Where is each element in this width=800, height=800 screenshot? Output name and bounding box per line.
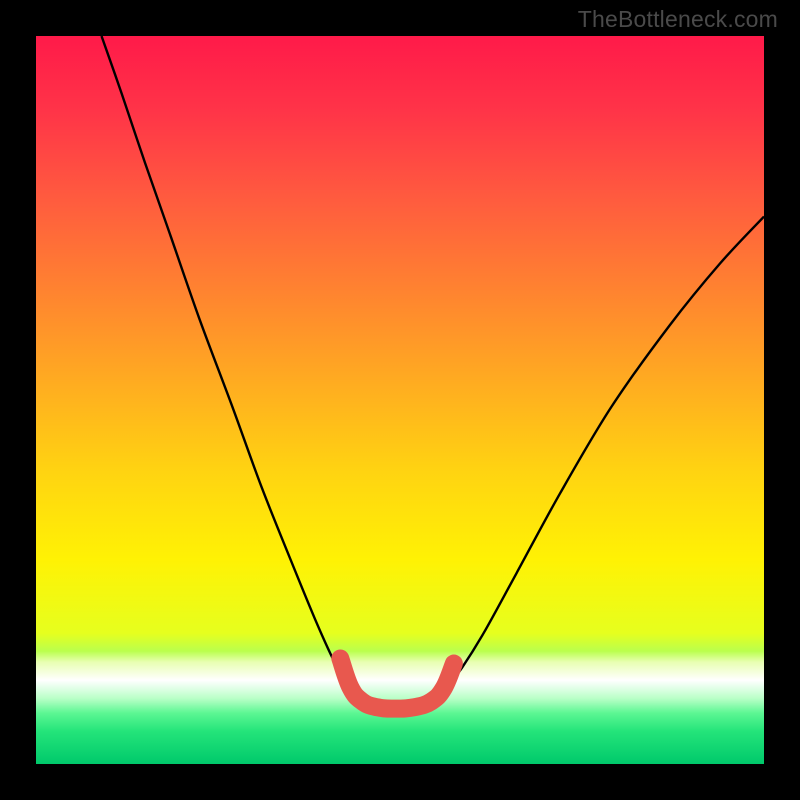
curve-layer: [36, 36, 764, 764]
plot-area: [36, 36, 764, 764]
chart-frame: TheBottleneck.com: [0, 0, 800, 800]
v-curve: [102, 36, 764, 704]
watermark-text: TheBottleneck.com: [578, 6, 778, 33]
bracket-highlight: [340, 658, 454, 708]
